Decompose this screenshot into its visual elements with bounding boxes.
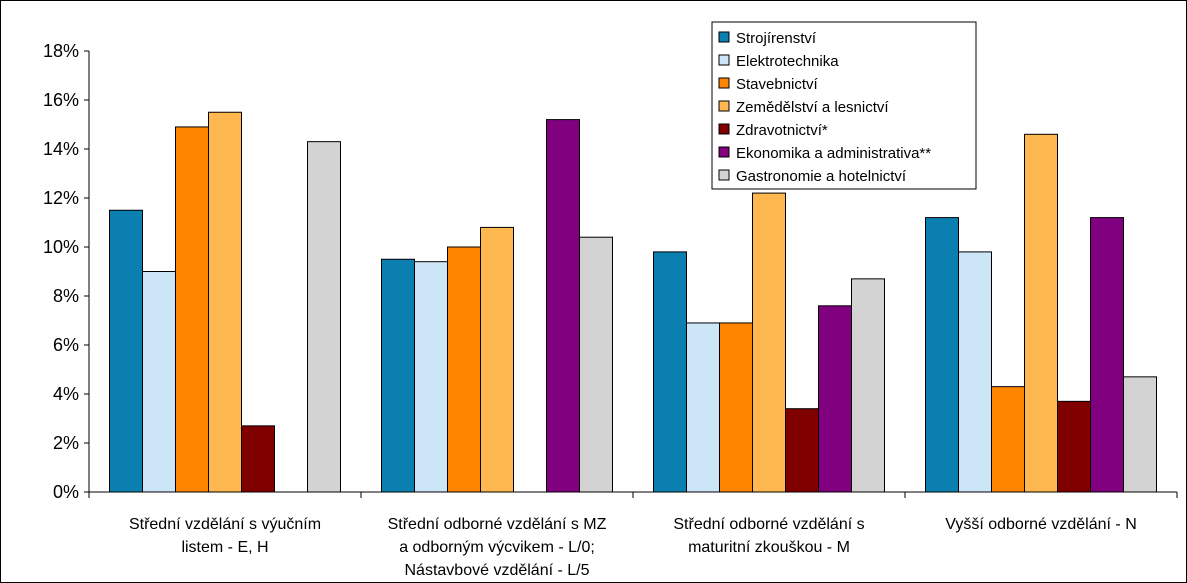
legend-label: Zemědělství a lesnictví — [736, 99, 889, 116]
bar — [175, 126, 209, 493]
legend-swatch — [718, 100, 730, 112]
legend-label: Ekonomika a administrativa** — [736, 145, 931, 162]
legend — [711, 21, 977, 190]
category-label: listem - E, H — [181, 539, 268, 556]
bar — [480, 226, 514, 493]
y-tick-label: 2% — [53, 433, 79, 453]
bar — [719, 322, 753, 493]
bar — [447, 246, 481, 493]
category-label: Vyšší odborné vzdělání - N — [945, 516, 1137, 533]
bar — [1057, 400, 1091, 493]
bar — [381, 258, 415, 493]
bar — [414, 261, 448, 493]
bar — [579, 236, 613, 493]
legend-swatch — [718, 77, 730, 89]
legend-label: Stavebnictví — [736, 76, 819, 93]
legend-swatch — [718, 54, 730, 66]
legend-swatch — [718, 169, 730, 181]
bar — [1123, 376, 1157, 493]
bar — [1090, 217, 1124, 493]
bar — [686, 322, 720, 493]
legend-swatch — [718, 123, 730, 135]
bar — [818, 305, 852, 493]
legend-label: Zdravotnictví* — [736, 122, 828, 139]
y-tick-label: 0% — [53, 482, 79, 502]
category-label: Střední odborné vzdělání s — [673, 516, 864, 533]
y-tick-label: 10% — [43, 237, 79, 257]
bar — [991, 386, 1025, 493]
bar — [109, 209, 143, 493]
bar — [1024, 133, 1058, 493]
y-tick-label: 14% — [43, 139, 79, 159]
bar — [958, 251, 992, 493]
y-tick-label: 12% — [43, 188, 79, 208]
bar — [653, 251, 687, 493]
bar — [785, 408, 819, 493]
bar — [546, 119, 580, 493]
y-tick-label: 6% — [53, 335, 79, 355]
y-tick-label: 16% — [43, 90, 79, 110]
bar — [307, 141, 341, 493]
bar — [925, 217, 959, 493]
y-tick-label: 8% — [53, 286, 79, 306]
category-label: Střední odborné vzdělání s MZ — [388, 516, 607, 533]
legend-swatch — [718, 31, 730, 43]
category-label: Nástavbové vzdělání - L/5 — [405, 562, 590, 579]
y-tick-label: 18% — [43, 41, 79, 61]
legend-label: Strojírenství — [736, 30, 817, 47]
bar — [142, 271, 176, 493]
bar — [208, 111, 242, 493]
legend-swatch — [718, 146, 730, 158]
category-label: a odborným výcvikem - L/0; — [399, 539, 595, 556]
category-label: maturitní zkouškou - M — [688, 539, 850, 556]
bar — [241, 425, 275, 493]
bar — [752, 192, 786, 493]
bar — [851, 278, 885, 493]
legend-label: Elektrotechnika — [736, 53, 839, 70]
y-tick-label: 4% — [53, 384, 79, 404]
legend-label: Gastronomie a hotelnictví — [736, 168, 907, 185]
category-label: Střední vzdělání s výučním — [129, 516, 321, 533]
